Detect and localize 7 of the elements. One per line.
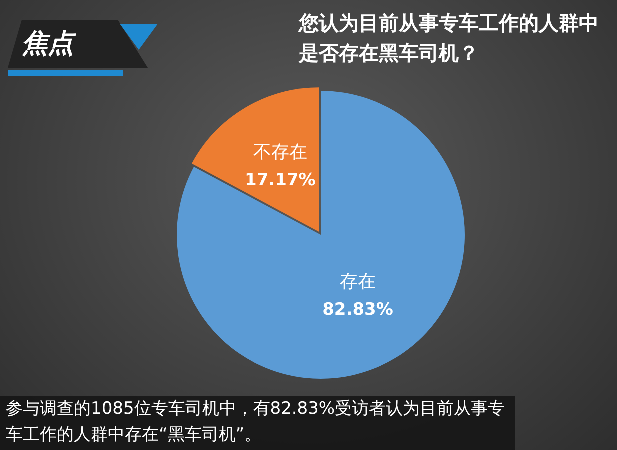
slice-label: 存在: [340, 271, 376, 292]
slice-label: 不存在: [253, 142, 308, 163]
text: 参与调查的1085位专车司机中，有82.83%受访者认为目前从事专车工作的人群中存在“黑车司机”。: [0, 396, 515, 450]
data-label: 17.17%: [245, 170, 316, 191]
chart-title: 您认为目前从事专车工作的人群中是否存在黑车司机？: [299, 10, 599, 67]
text: 焦点: [22, 28, 74, 61]
data-label: 82.83%: [322, 300, 394, 320]
